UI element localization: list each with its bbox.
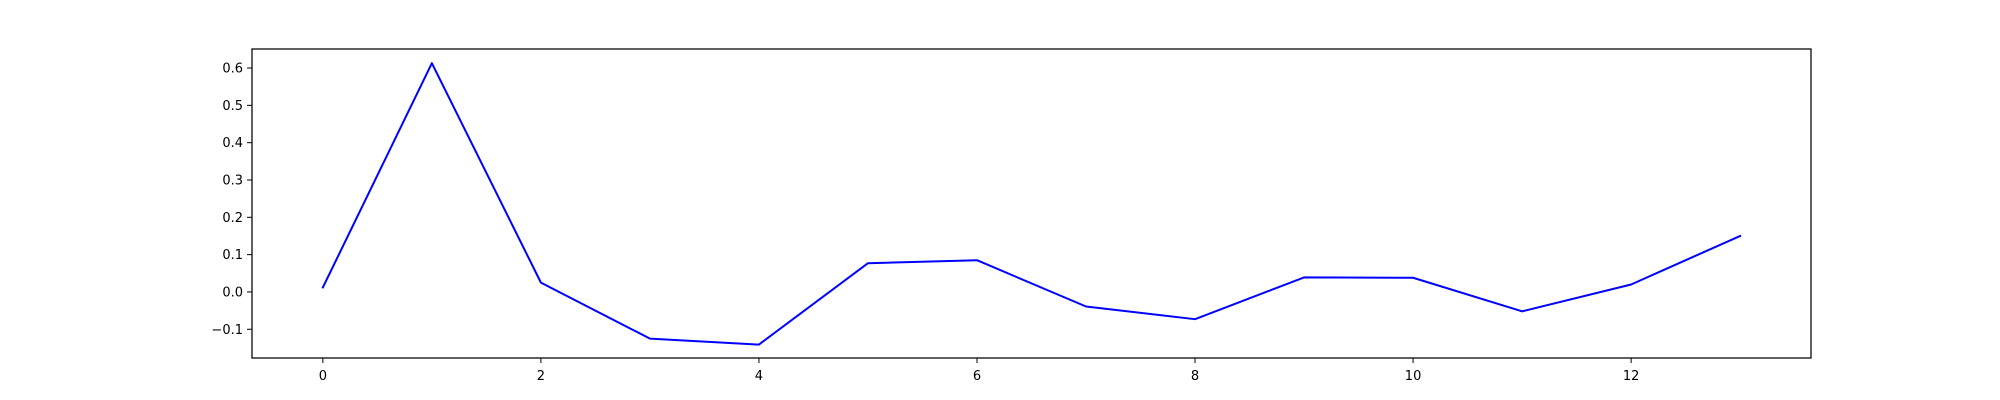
x-tick-label-2: 2 [537, 369, 545, 384]
y-tick-label-5: 0.4 [222, 136, 243, 151]
y-tick-label-0: −0.1 [211, 323, 243, 338]
x-tick-label-6: 6 [973, 369, 981, 384]
x-tick-label-8: 8 [1191, 369, 1199, 384]
x-tick-label-12: 12 [1623, 369, 1640, 384]
y-tick-label-4: 0.3 [222, 173, 243, 188]
series-line-1 [321, 62, 1742, 346]
plot-area [251, 48, 1812, 359]
y-tick-label-6: 0.5 [222, 99, 243, 114]
x-tick-label-10: 10 [1405, 369, 1422, 384]
y-tick-label-2: 0.1 [222, 248, 243, 263]
y-tick-label-1: 0.0 [222, 285, 243, 300]
y-tick-label-3: 0.2 [222, 211, 243, 226]
x-tick-label-4: 4 [755, 369, 763, 384]
plot-frame [251, 48, 1812, 359]
x-axis: 0 2 4 6 8 10 12 [319, 358, 1640, 384]
series-layer [321, 62, 1742, 346]
y-tick-label-7: 0.6 [222, 62, 243, 77]
y-axis: −0.1 0.0 0.1 0.2 0.3 0.4 0.5 0.6 [211, 62, 252, 338]
x-tick-label-0: 0 [319, 369, 327, 384]
